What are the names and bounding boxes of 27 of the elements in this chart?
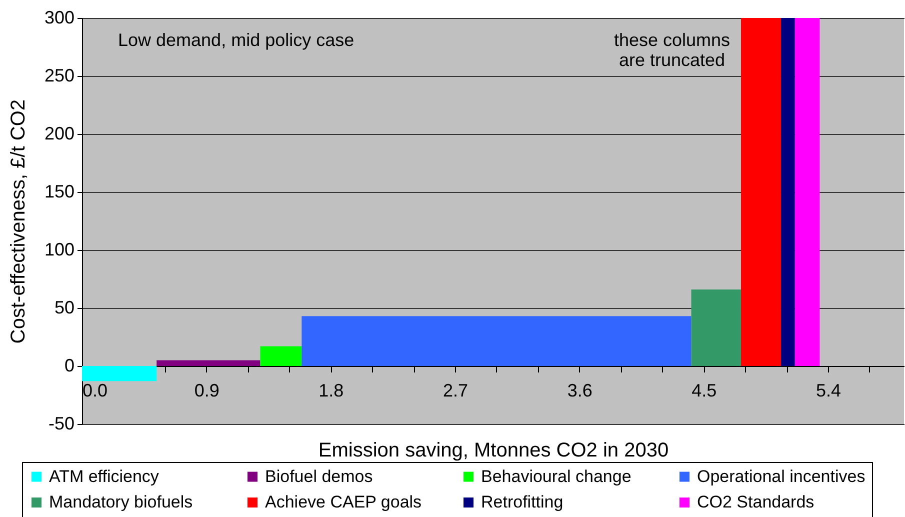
y-tick-label: 250 — [44, 66, 74, 86]
legend-label: Mandatory biofuels — [49, 492, 193, 512]
y-tick-label: 50 — [54, 298, 74, 318]
y-axis-title: Cost-effectiveness, £/t CO2 — [7, 99, 30, 344]
y-tick-label: 150 — [44, 182, 74, 202]
x-axis-title: Emission saving, Mtonnes CO2 in 2030 — [318, 440, 669, 462]
legend-label: Operational incentives — [697, 466, 866, 486]
y-tick-label: 0 — [64, 356, 74, 376]
legend-label: ATM efficiency — [49, 466, 160, 486]
annotation: these columns are truncated — [614, 30, 730, 70]
x-tick-label: 4.5 — [692, 380, 717, 400]
y-tick-label: 200 — [44, 124, 74, 144]
legend-label: Retrofitting — [481, 492, 564, 512]
y-tick-label: 100 — [44, 240, 74, 260]
x-tick-label: 0.0 — [82, 380, 108, 400]
x-tick-label: 1.8 — [318, 380, 344, 400]
legend-label: CO2 Standards — [697, 492, 814, 512]
y-tick-label: -50 — [48, 414, 74, 434]
x-tick-label: 0.9 — [194, 380, 220, 400]
y-tick-label: 300 — [44, 8, 74, 28]
x-tick-label: 3.6 — [567, 380, 592, 400]
x-tick-label: 5.4 — [816, 380, 842, 400]
legend-label: Behavioural change — [481, 466, 632, 486]
legend-label: Achieve CAEP goals — [265, 492, 422, 512]
x-tick-label: 2.7 — [442, 380, 468, 400]
legend-label: Biofuel demos — [265, 466, 373, 486]
annotation: Low demand, mid policy case — [118, 30, 354, 50]
